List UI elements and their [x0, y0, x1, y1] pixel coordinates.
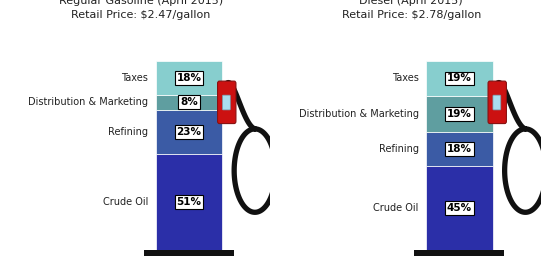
Bar — [426, 61, 493, 96]
FancyBboxPatch shape — [217, 81, 236, 123]
Bar — [156, 153, 222, 250]
Text: Taxes: Taxes — [392, 73, 418, 83]
Text: 51%: 51% — [177, 197, 201, 207]
Text: Crude Oil: Crude Oil — [103, 197, 148, 207]
Bar — [426, 132, 493, 166]
FancyBboxPatch shape — [493, 95, 501, 110]
Text: 19%: 19% — [447, 73, 472, 83]
FancyBboxPatch shape — [144, 250, 234, 256]
Bar — [156, 110, 222, 153]
Text: Taxes: Taxes — [121, 73, 148, 83]
Text: Distribution & Marketing: Distribution & Marketing — [28, 97, 148, 107]
FancyBboxPatch shape — [415, 250, 505, 256]
FancyBboxPatch shape — [222, 95, 230, 110]
Text: Refining: Refining — [379, 144, 418, 154]
FancyBboxPatch shape — [488, 81, 506, 123]
Text: 18%: 18% — [177, 73, 201, 83]
Text: 19%: 19% — [447, 109, 472, 119]
Text: 18%: 18% — [447, 144, 472, 154]
Text: Crude Oil: Crude Oil — [373, 203, 418, 213]
Text: 23%: 23% — [177, 127, 201, 137]
Bar — [426, 96, 493, 132]
Text: Distribution & Marketing: Distribution & Marketing — [299, 109, 418, 119]
Bar — [156, 95, 222, 110]
Title: Diesel (April 2015)
Retail Price: $2.78/gallon: Diesel (April 2015) Retail Price: $2.78/… — [342, 0, 481, 20]
Bar — [426, 166, 493, 250]
Text: 8%: 8% — [180, 97, 198, 107]
Text: Refining: Refining — [108, 127, 148, 137]
Bar — [156, 61, 222, 95]
Title: Regular Gasoline (April 2015)
Retail Price: $2.47/gallon: Regular Gasoline (April 2015) Retail Pri… — [59, 0, 223, 20]
Text: 45%: 45% — [447, 203, 472, 213]
